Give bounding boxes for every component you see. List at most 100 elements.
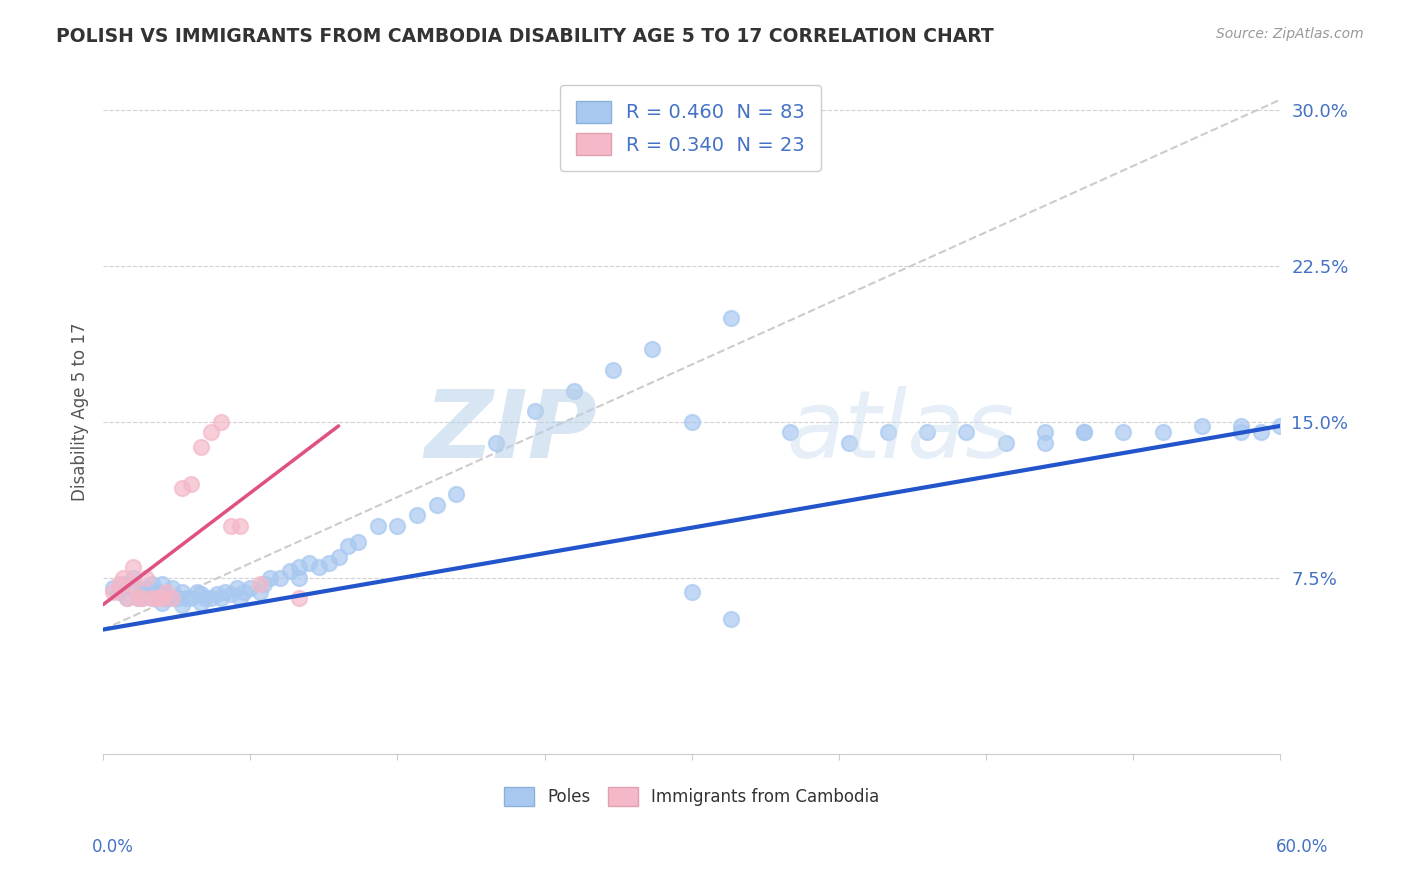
Point [387, 518, 409, 533]
Point [318, 556, 340, 570]
Point [1270, 418, 1292, 433]
Point [1073, 425, 1095, 439]
Point [328, 549, 350, 564]
Point [229, 518, 252, 533]
Point [1112, 425, 1135, 439]
Point [406, 508, 429, 523]
Point [155, 585, 177, 599]
Point [209, 415, 232, 429]
Point [209, 591, 232, 606]
Text: POLISH VS IMMIGRANTS FROM CAMBODIA DISABILITY AGE 5 TO 17 CORRELATION CHART: POLISH VS IMMIGRANTS FROM CAMBODIA DISAB… [56, 27, 994, 45]
Point [1230, 418, 1253, 433]
Point [225, 581, 247, 595]
Point [127, 591, 149, 606]
Point [1191, 418, 1213, 433]
Point [253, 577, 276, 591]
Point [170, 481, 193, 495]
Point [219, 518, 242, 533]
Point [111, 571, 134, 585]
Point [111, 577, 134, 591]
Point [101, 581, 124, 595]
Point [877, 425, 900, 439]
Text: Source: ZipAtlas.com: Source: ZipAtlas.com [1216, 27, 1364, 41]
Point [720, 612, 742, 626]
Y-axis label: Disability Age 5 to 17: Disability Age 5 to 17 [72, 322, 89, 500]
Point [278, 565, 301, 579]
Point [101, 585, 124, 599]
Point [190, 440, 212, 454]
Point [1073, 425, 1095, 439]
Point [160, 591, 183, 606]
Point [127, 591, 149, 606]
Point [955, 425, 977, 439]
Point [141, 577, 163, 591]
Point [141, 591, 163, 606]
Point [838, 435, 860, 450]
Point [298, 556, 321, 570]
Point [681, 415, 703, 429]
Point [115, 591, 138, 606]
Point [484, 435, 506, 450]
Point [108, 577, 131, 591]
Point [205, 587, 228, 601]
Point [150, 595, 173, 609]
Point [131, 585, 153, 599]
Point [259, 571, 281, 585]
Point [200, 425, 222, 439]
Point [160, 581, 183, 595]
Point [121, 571, 143, 585]
Point [160, 591, 183, 606]
Point [180, 477, 202, 491]
Text: 0.0%: 0.0% [91, 838, 134, 856]
Point [174, 591, 197, 606]
Text: 60.0%: 60.0% [1277, 838, 1329, 856]
Point [200, 591, 222, 606]
Point [135, 581, 157, 595]
Text: ZIP: ZIP [425, 386, 598, 478]
Point [523, 404, 546, 418]
Point [141, 587, 163, 601]
Point [239, 581, 262, 595]
Point [135, 585, 157, 599]
Point [426, 498, 449, 512]
Point [146, 585, 169, 599]
Point [347, 535, 370, 549]
Point [337, 540, 360, 554]
Point [779, 425, 801, 439]
Point [288, 591, 311, 606]
Point [367, 518, 389, 533]
Point [915, 425, 938, 439]
Point [219, 587, 242, 601]
Point [681, 585, 703, 599]
Point [131, 591, 153, 606]
Point [1230, 425, 1253, 439]
Point [194, 591, 217, 606]
Point [115, 591, 138, 606]
Point [150, 587, 173, 601]
Point [150, 591, 173, 606]
Point [131, 591, 153, 606]
Point [249, 577, 271, 591]
Point [308, 560, 330, 574]
Point [121, 560, 143, 574]
Point [214, 585, 236, 599]
Point [108, 585, 131, 599]
Point [121, 581, 143, 595]
Point [720, 310, 742, 325]
Point [288, 571, 311, 585]
Legend: Poles, Immigrants from Cambodia: Poles, Immigrants from Cambodia [496, 779, 887, 814]
Point [135, 571, 157, 585]
Point [121, 577, 143, 591]
Point [170, 585, 193, 599]
Point [288, 560, 311, 574]
Point [170, 598, 193, 612]
Point [155, 591, 177, 606]
Point [602, 363, 624, 377]
Point [1033, 425, 1056, 439]
Point [141, 591, 163, 606]
Point [190, 587, 212, 601]
Point [994, 435, 1017, 450]
Point [249, 585, 271, 599]
Point [166, 591, 188, 606]
Point [146, 591, 169, 606]
